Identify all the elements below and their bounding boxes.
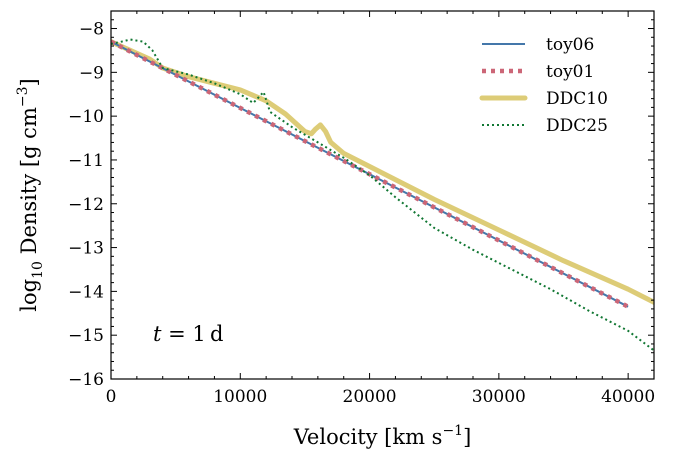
time-annotation: t = 1 d — [153, 322, 223, 346]
y-tick-label: −9 — [79, 63, 104, 83]
y-axis-label-subscript: 10 — [30, 261, 46, 279]
y-tick-label: −10 — [68, 107, 104, 127]
y-tick-label: −15 — [68, 326, 104, 346]
y-tick-label: −12 — [68, 195, 104, 215]
x-axis-label-exponent: −1 — [442, 423, 463, 439]
x-tick-label: 30000 — [472, 387, 526, 407]
series-layer — [111, 38, 654, 352]
y-axis-label-exponent: −3 — [15, 87, 31, 108]
x-axis-label: Velocity [km s−1] — [293, 423, 472, 449]
ticks-layer: 0 10000 20000 30000 40000 −16 −15 −14 −13 −12 −11 −… — [68, 11, 655, 407]
legend: toy06 toy01 DDC10 DDC25 — [479, 35, 608, 136]
y-tick-label: −11 — [68, 151, 104, 171]
y-tick-label: −8 — [79, 20, 104, 40]
y-tick-label: −13 — [68, 239, 104, 259]
y-tick-label: −16 — [68, 370, 104, 390]
x-axis-label-end: ] — [463, 425, 471, 449]
x-tick-label: 0 — [106, 387, 117, 407]
x-tick-label: 10000 — [213, 387, 267, 407]
y-axis-label-end: ] — [17, 78, 41, 86]
series-line-toy01 — [111, 39, 630, 309]
y-axis-label: log10 Density [g cm−3] — [15, 78, 46, 311]
x-tick-label: 20000 — [343, 387, 397, 407]
legend-label-toy06: toy06 — [546, 35, 594, 55]
legend-label-toy01: toy01 — [546, 62, 594, 82]
x-tick-label: 40000 — [601, 387, 655, 407]
legend-label-ddc10: DDC10 — [546, 89, 608, 109]
series-line-ddc25 — [111, 38, 654, 352]
series-line-ddc10 — [111, 39, 654, 305]
y-axis-label-middle: Density [g cm — [17, 107, 41, 261]
legend-label-ddc25: DDC25 — [546, 116, 608, 136]
time-annotation-variable: t — [153, 322, 162, 346]
time-annotation-value: = 1 d — [161, 322, 223, 346]
y-tick-label: −14 — [68, 282, 104, 302]
